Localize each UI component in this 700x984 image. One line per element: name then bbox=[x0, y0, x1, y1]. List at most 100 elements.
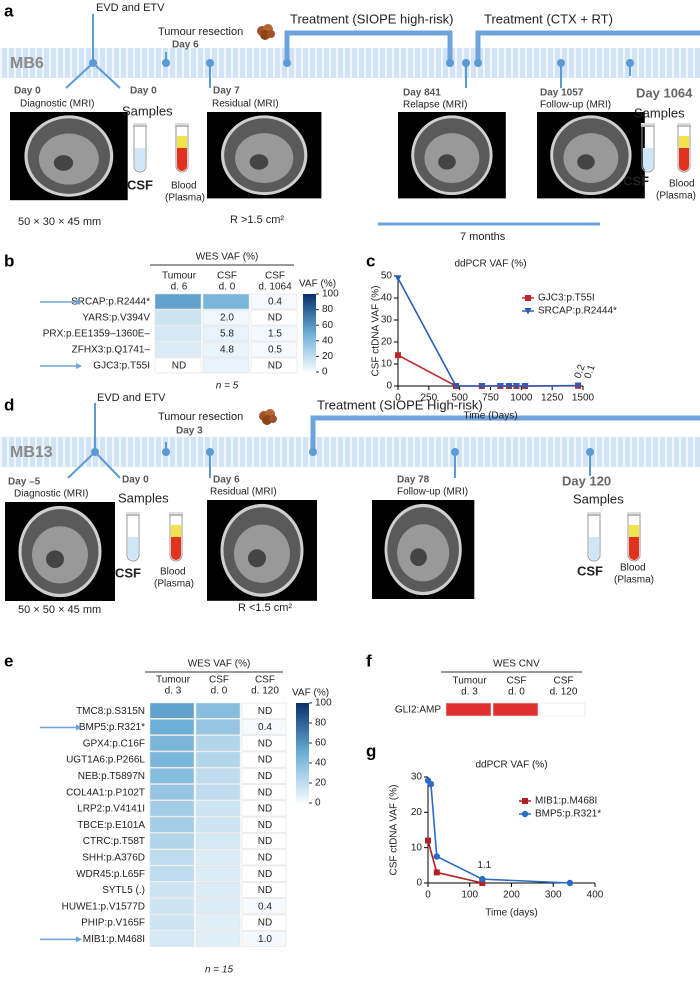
data-point bbox=[479, 880, 486, 886]
timeline-dots bbox=[91, 448, 594, 456]
x-tick-label: 200 bbox=[503, 890, 520, 901]
cell-label: ND bbox=[268, 313, 282, 324]
heatmap-cell bbox=[195, 849, 241, 866]
y-tick-label: 10 bbox=[381, 359, 393, 370]
row-label: COL4A1:p.P102T bbox=[66, 787, 145, 798]
heatmap-cell bbox=[241, 702, 287, 719]
blood-tube bbox=[174, 122, 190, 173]
heatmap-cell bbox=[195, 784, 241, 801]
legend-marker bbox=[521, 810, 529, 818]
mri-image bbox=[205, 498, 319, 603]
heatmap-cell bbox=[241, 833, 287, 850]
mri-day: Day 78 bbox=[397, 475, 430, 486]
colorbar-tick-label: 60 bbox=[322, 320, 334, 331]
cell-label: ND bbox=[258, 706, 272, 717]
heatmap-cell bbox=[149, 849, 195, 866]
colorbar-tick-label: 100 bbox=[322, 289, 339, 300]
column-name: CSF bbox=[265, 271, 285, 282]
mri-label: Follow-up (MRI) bbox=[397, 487, 468, 498]
cell-label: ND bbox=[172, 361, 186, 372]
heatmap-cell bbox=[241, 930, 287, 947]
data-point bbox=[478, 383, 486, 390]
y-tick-label: 0 bbox=[416, 878, 422, 889]
plasma-label: (Plasma) bbox=[165, 193, 205, 204]
row-label: SHH:p.A376D bbox=[82, 852, 145, 863]
row-label: PRX:p.EE1359–1360E– bbox=[43, 329, 151, 340]
tumour-icon bbox=[257, 24, 275, 40]
sample-day: Day 0 bbox=[122, 475, 149, 486]
row-label: GPX4:p.C16F bbox=[83, 738, 145, 749]
x-tick-label: 500 bbox=[451, 393, 468, 404]
heatmap-cell bbox=[149, 735, 195, 752]
timeline-dots bbox=[89, 59, 634, 67]
sample-day: Day 1064 bbox=[636, 85, 693, 100]
event-label: EVD and ETV bbox=[96, 2, 165, 14]
y-tick-label: 40 bbox=[381, 293, 393, 304]
cell-label: 2.0 bbox=[220, 313, 234, 324]
mri-day: Day 6 bbox=[213, 475, 240, 486]
cell-label: ND bbox=[268, 361, 282, 372]
column-name: Tumour bbox=[162, 271, 197, 282]
sample-count: n = 15 bbox=[205, 965, 234, 976]
cell-label: ND bbox=[258, 755, 272, 766]
data-point bbox=[433, 853, 440, 860]
colorbar-tick-label: 80 bbox=[315, 718, 327, 729]
heatmap-cell bbox=[195, 816, 241, 833]
x-tick-label: 100 bbox=[461, 890, 478, 901]
treatment-label: Treatment (SIOPE high-risk) bbox=[290, 11, 454, 26]
heatmap-title: WES CNV bbox=[493, 659, 540, 670]
legend-label: BMP5:p.R321* bbox=[535, 809, 601, 820]
heatmap-cell bbox=[149, 784, 195, 801]
timeline-pins bbox=[67, 403, 591, 479]
legend-label: GJC3:p.T55I bbox=[538, 293, 595, 304]
mri-image bbox=[396, 110, 508, 200]
data-point bbox=[452, 383, 460, 390]
mri-label: Residual (MRI) bbox=[210, 487, 277, 498]
heatmap-cell bbox=[195, 800, 241, 817]
row-label: MIB1:p.M468I bbox=[83, 934, 145, 945]
heatmap-cell bbox=[154, 293, 202, 310]
column-name: CSF bbox=[255, 675, 275, 686]
colorbar-tick-label: 60 bbox=[315, 738, 327, 749]
timeline-pins bbox=[65, 14, 631, 89]
data-point bbox=[479, 875, 486, 883]
row-label: UGT1A6:p.P266L bbox=[66, 755, 145, 766]
heatmap-cell bbox=[195, 735, 241, 752]
y-tick-label: 20 bbox=[411, 807, 423, 818]
row-label: HUWE1:p.V1577D bbox=[62, 901, 145, 912]
data-point bbox=[496, 383, 504, 390]
column-day: d. 0 bbox=[211, 686, 228, 697]
y-axis-label: CSF ctDNA VAF (%) bbox=[371, 286, 382, 377]
mri-day: Day –5 bbox=[8, 477, 41, 488]
heatmap-cell bbox=[250, 325, 298, 342]
data-point bbox=[394, 275, 402, 282]
heatmap-cell bbox=[241, 735, 287, 752]
heatmap-cell bbox=[149, 833, 195, 850]
heatmap-cell bbox=[149, 914, 195, 931]
cell-label: ND bbox=[258, 869, 272, 880]
y-tick-label: 20 bbox=[381, 337, 393, 348]
column-name: Tumour bbox=[452, 676, 487, 687]
heatmap-cell bbox=[250, 341, 298, 358]
colorbar-tick-label: 80 bbox=[322, 304, 334, 315]
row-label: ZFHX3:p.Q1741– bbox=[72, 345, 151, 356]
heatmap-cell bbox=[154, 357, 202, 374]
x-tick-label: 1250 bbox=[541, 393, 564, 404]
column-name: Tumour bbox=[156, 675, 191, 686]
heatmap-cell bbox=[250, 357, 298, 374]
cell-label: 0.4 bbox=[258, 901, 272, 912]
mri-note: R <1.5 cm² bbox=[238, 602, 292, 614]
event-label: Tumour resection bbox=[158, 26, 243, 38]
row-arrow-head bbox=[76, 936, 82, 943]
cell-label: 4.8 bbox=[220, 345, 234, 356]
column-day: d. 0 bbox=[219, 282, 236, 293]
treatment-bracket bbox=[310, 415, 700, 452]
heatmap-cell bbox=[149, 800, 195, 817]
value-label: 0.2 bbox=[573, 363, 588, 380]
panel-label: e bbox=[4, 651, 13, 670]
panel-label: b bbox=[4, 251, 14, 270]
column-day: d. 0 bbox=[508, 687, 525, 698]
heatmap-cell bbox=[195, 751, 241, 768]
data-point bbox=[427, 780, 435, 788]
colorbar-title: VAF (%) bbox=[292, 688, 329, 699]
